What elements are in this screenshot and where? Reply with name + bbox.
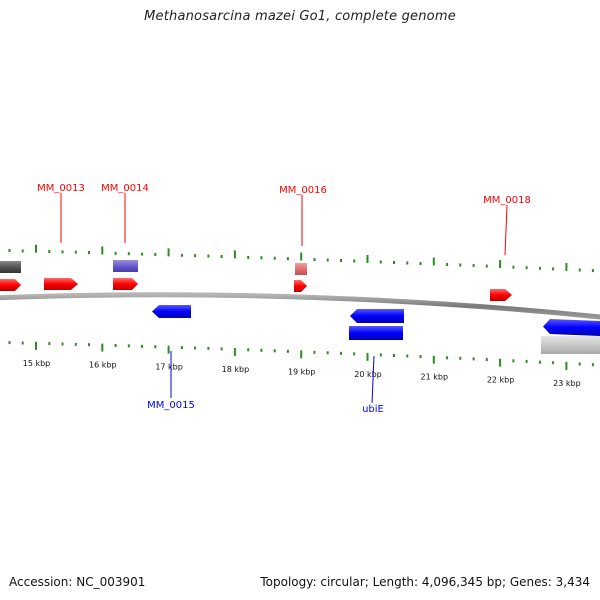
- gene-label-ubiE[interactable]: ubiE: [362, 404, 384, 415]
- scale-labels: 15 kbp 16 kbp 17 kbp 18 kbp 19 kbp 20 kbp 21 k…: [23, 359, 581, 388]
- leader-line-MM_0018: [504, 204, 508, 256]
- gene-arrow-MM_0014[interactable]: [113, 278, 138, 290]
- gene-arrow-ubiE[interactable]: [350, 309, 404, 323]
- gene-box-reverse[interactable]: [349, 326, 403, 340]
- scale-label: 18 kbp: [222, 365, 250, 374]
- gene-arrow-reverse-edge[interactable]: [543, 319, 600, 336]
- scale-label: 20 kbp: [354, 370, 382, 379]
- feature-pink-box[interactable]: [295, 263, 307, 275]
- gene-label-MM_0015[interactable]: MM_0015: [147, 400, 195, 411]
- feature-purple-box[interactable]: [113, 260, 138, 272]
- genome-backbone: [0, 292, 600, 320]
- gene-arrow-MM_0016[interactable]: [294, 280, 307, 292]
- lower-tick-row: [8, 341, 594, 370]
- leader-line-ubiE: [371, 355, 375, 404]
- gene-arrow-MM_0013[interactable]: [44, 278, 78, 290]
- scale-label: 16 kbp: [89, 361, 117, 370]
- gene-label-MM_0014[interactable]: MM_0014: [101, 183, 149, 194]
- scale-label: 19 kbp: [288, 367, 316, 376]
- gene-arrow-MM_0018[interactable]: [490, 289, 512, 301]
- gene-label-MM_0018[interactable]: MM_0018: [483, 195, 531, 206]
- accession-text: Accession: NC_003901: [9, 575, 146, 589]
- feature-grey-box[interactable]: [0, 261, 21, 273]
- scale-label: 17 kbp: [155, 363, 183, 372]
- scale-label: 23 kbp: [553, 379, 581, 388]
- scale-label: 15 kbp: [23, 359, 51, 368]
- feature-light-grey-box[interactable]: [541, 336, 600, 354]
- scale-label: 22 kbp: [487, 376, 515, 385]
- gene-arrow-forward[interactable]: [0, 279, 21, 291]
- genome-summary-text: Topology: circular; Length: 4,096,345 bp…: [260, 575, 590, 589]
- map-title: Methanosarcina mazei Go1, complete genom…: [144, 9, 456, 24]
- gene-label-MM_0013[interactable]: MM_0013: [37, 183, 85, 194]
- gene-label-MM_0016[interactable]: MM_0016: [279, 185, 327, 196]
- upper-tick-row: [8, 244, 594, 273]
- scale-label: 21 kbp: [421, 373, 449, 382]
- gene-arrow-MM_0015[interactable]: [152, 305, 191, 318]
